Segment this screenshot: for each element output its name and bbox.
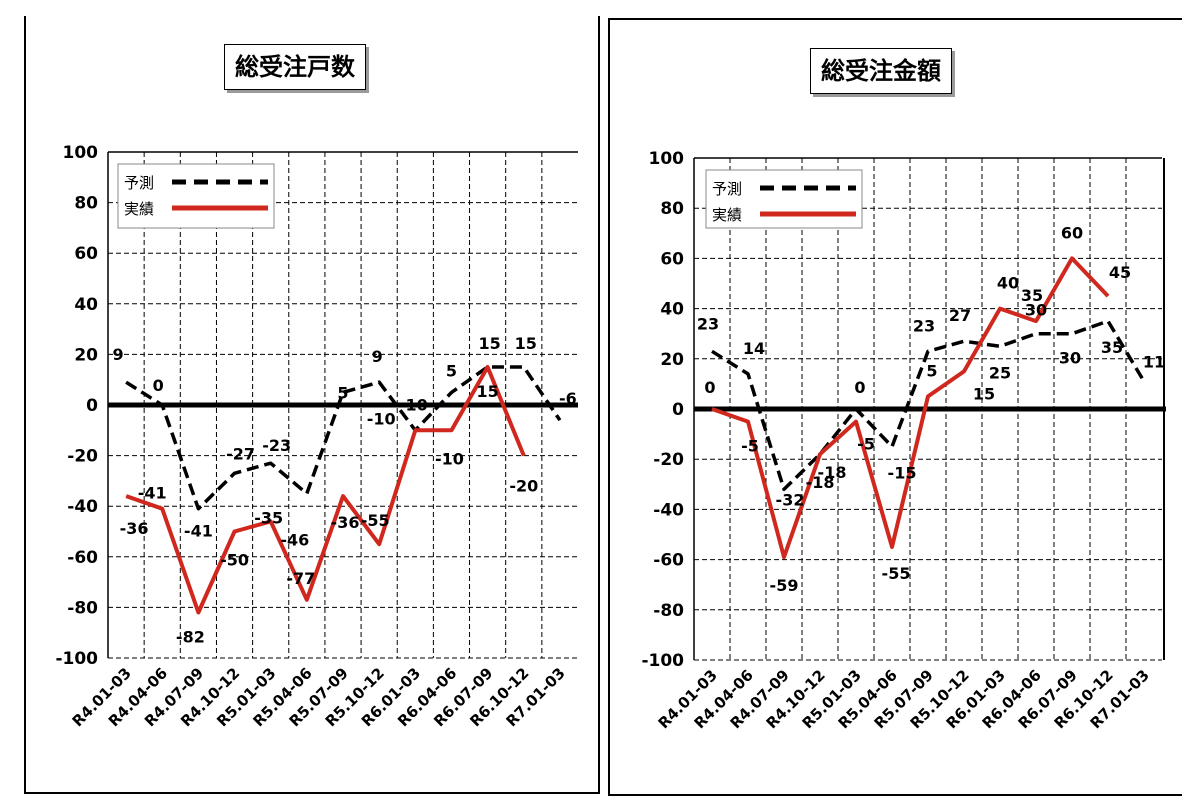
data-label: 11 (1143, 352, 1165, 371)
data-label: -10 (367, 409, 396, 428)
y-tick-label: -100 (641, 651, 684, 671)
y-tick-label: 60 (660, 249, 684, 269)
data-label: 14 (743, 339, 765, 358)
data-label: 60 (1061, 223, 1083, 242)
data-label: 15 (973, 384, 995, 403)
data-label: -77 (286, 569, 315, 588)
y-tick-label: 100 (649, 149, 685, 169)
legend-box (117, 163, 275, 229)
legend-label: 予測 (124, 174, 154, 192)
data-label: 45 (1109, 263, 1131, 282)
chart-panel-orders-amount: 総受注金額 100 80 60 40 20 0 -20 -40 -60 -80 -100 R4.01-… (608, 18, 1182, 796)
data-label: 0 (704, 378, 715, 397)
y-tick-label: 0 (672, 400, 684, 420)
data-label: -32 (776, 490, 805, 509)
data-label: 15 (476, 382, 498, 401)
data-label: -55 (882, 564, 911, 583)
actual-series-line (125, 365, 526, 615)
y-tick-label: 20 (74, 345, 98, 365)
y-tick-label: -80 (653, 601, 684, 621)
data-label: -41 (138, 484, 167, 503)
legend-label: 実績 (712, 206, 742, 224)
forecast-series-line (125, 365, 562, 511)
data-label: 9 (372, 347, 383, 366)
data-label: -41 (184, 522, 213, 541)
y-tick-label: -80 (67, 598, 98, 618)
line-chart-orders-amount: 100806040200-20-40-60-80-100R4.01-03R4.0… (641, 149, 1166, 732)
y-tick-label: -40 (67, 497, 98, 517)
data-label: -82 (176, 627, 205, 646)
data-label: -23 (262, 436, 291, 455)
data-label: 9 (113, 345, 124, 364)
data-label: -50 (220, 551, 249, 570)
legend-label: 予測 (712, 180, 742, 198)
data-label: 5 (926, 361, 937, 380)
data-label: 5 (446, 361, 457, 380)
data-label: 15 (515, 334, 537, 353)
data-label: -10 (435, 449, 464, 468)
data-label: -5 (741, 437, 759, 456)
data-label: -59 (770, 576, 799, 595)
y-tick-label: -40 (653, 500, 684, 520)
y-tick-label: -100 (55, 649, 98, 669)
data-label: 23 (697, 314, 719, 333)
y-tick-label: -60 (653, 551, 684, 571)
data-label: 15 (478, 334, 500, 353)
data-label: 0 (854, 378, 865, 397)
y-tick-label: 60 (74, 244, 98, 264)
data-label: -36 (120, 519, 149, 538)
data-label: 35 (1021, 286, 1043, 305)
data-label: -18 (818, 463, 847, 482)
data-label: 23 (913, 316, 935, 335)
data-label: 35 (1101, 338, 1123, 357)
y-tick-label: 100 (63, 143, 99, 163)
data-label: -35 (254, 509, 283, 528)
data-label: -6 (559, 389, 577, 408)
y-tick-label: -20 (67, 447, 98, 467)
data-label: 0 (153, 376, 164, 395)
legend-box (705, 169, 863, 229)
data-label: 27 (949, 306, 971, 325)
data-label: -20 (509, 477, 538, 496)
y-tick-label: 80 (660, 199, 684, 219)
forecast-series-line (711, 319, 1146, 492)
data-label: 25 (989, 363, 1011, 382)
y-tick-label: 20 (660, 350, 684, 370)
line-chart-orders-count: 100806040200-20-40-60-80-100R4.01-03R4.0… (55, 143, 578, 730)
y-tick-label: 40 (660, 300, 684, 320)
data-label: -27 (226, 444, 255, 463)
chart-title: 総受注戸数 (224, 44, 366, 90)
y-tick-label: 40 (74, 295, 98, 315)
data-label: -46 (280, 530, 309, 549)
data-label: 5 (337, 383, 348, 402)
data-label: 30 (1059, 349, 1081, 368)
chart-title: 総受注金額 (810, 48, 952, 94)
legend-label: 実績 (124, 200, 154, 218)
y-tick-label: -60 (67, 548, 98, 568)
data-label: -36 (331, 513, 360, 532)
y-tick-label: 80 (74, 194, 98, 214)
data-label: -55 (361, 511, 390, 530)
actual-series-line (711, 256, 1110, 560)
data-label: -15 (888, 464, 917, 483)
data-label: -5 (857, 435, 875, 454)
data-label: 40 (997, 274, 1019, 293)
data-label: -10 (399, 395, 428, 414)
data-label: 30 (1025, 301, 1047, 320)
data-label: -18 (806, 473, 835, 492)
y-tick-label: 0 (86, 396, 98, 416)
y-tick-label: -20 (653, 450, 684, 470)
chart-panel-orders-count: 総受注戸数 100 80 60 40 20 0 -20 -40 -60 -80 -100 R4.01-… (24, 16, 600, 794)
